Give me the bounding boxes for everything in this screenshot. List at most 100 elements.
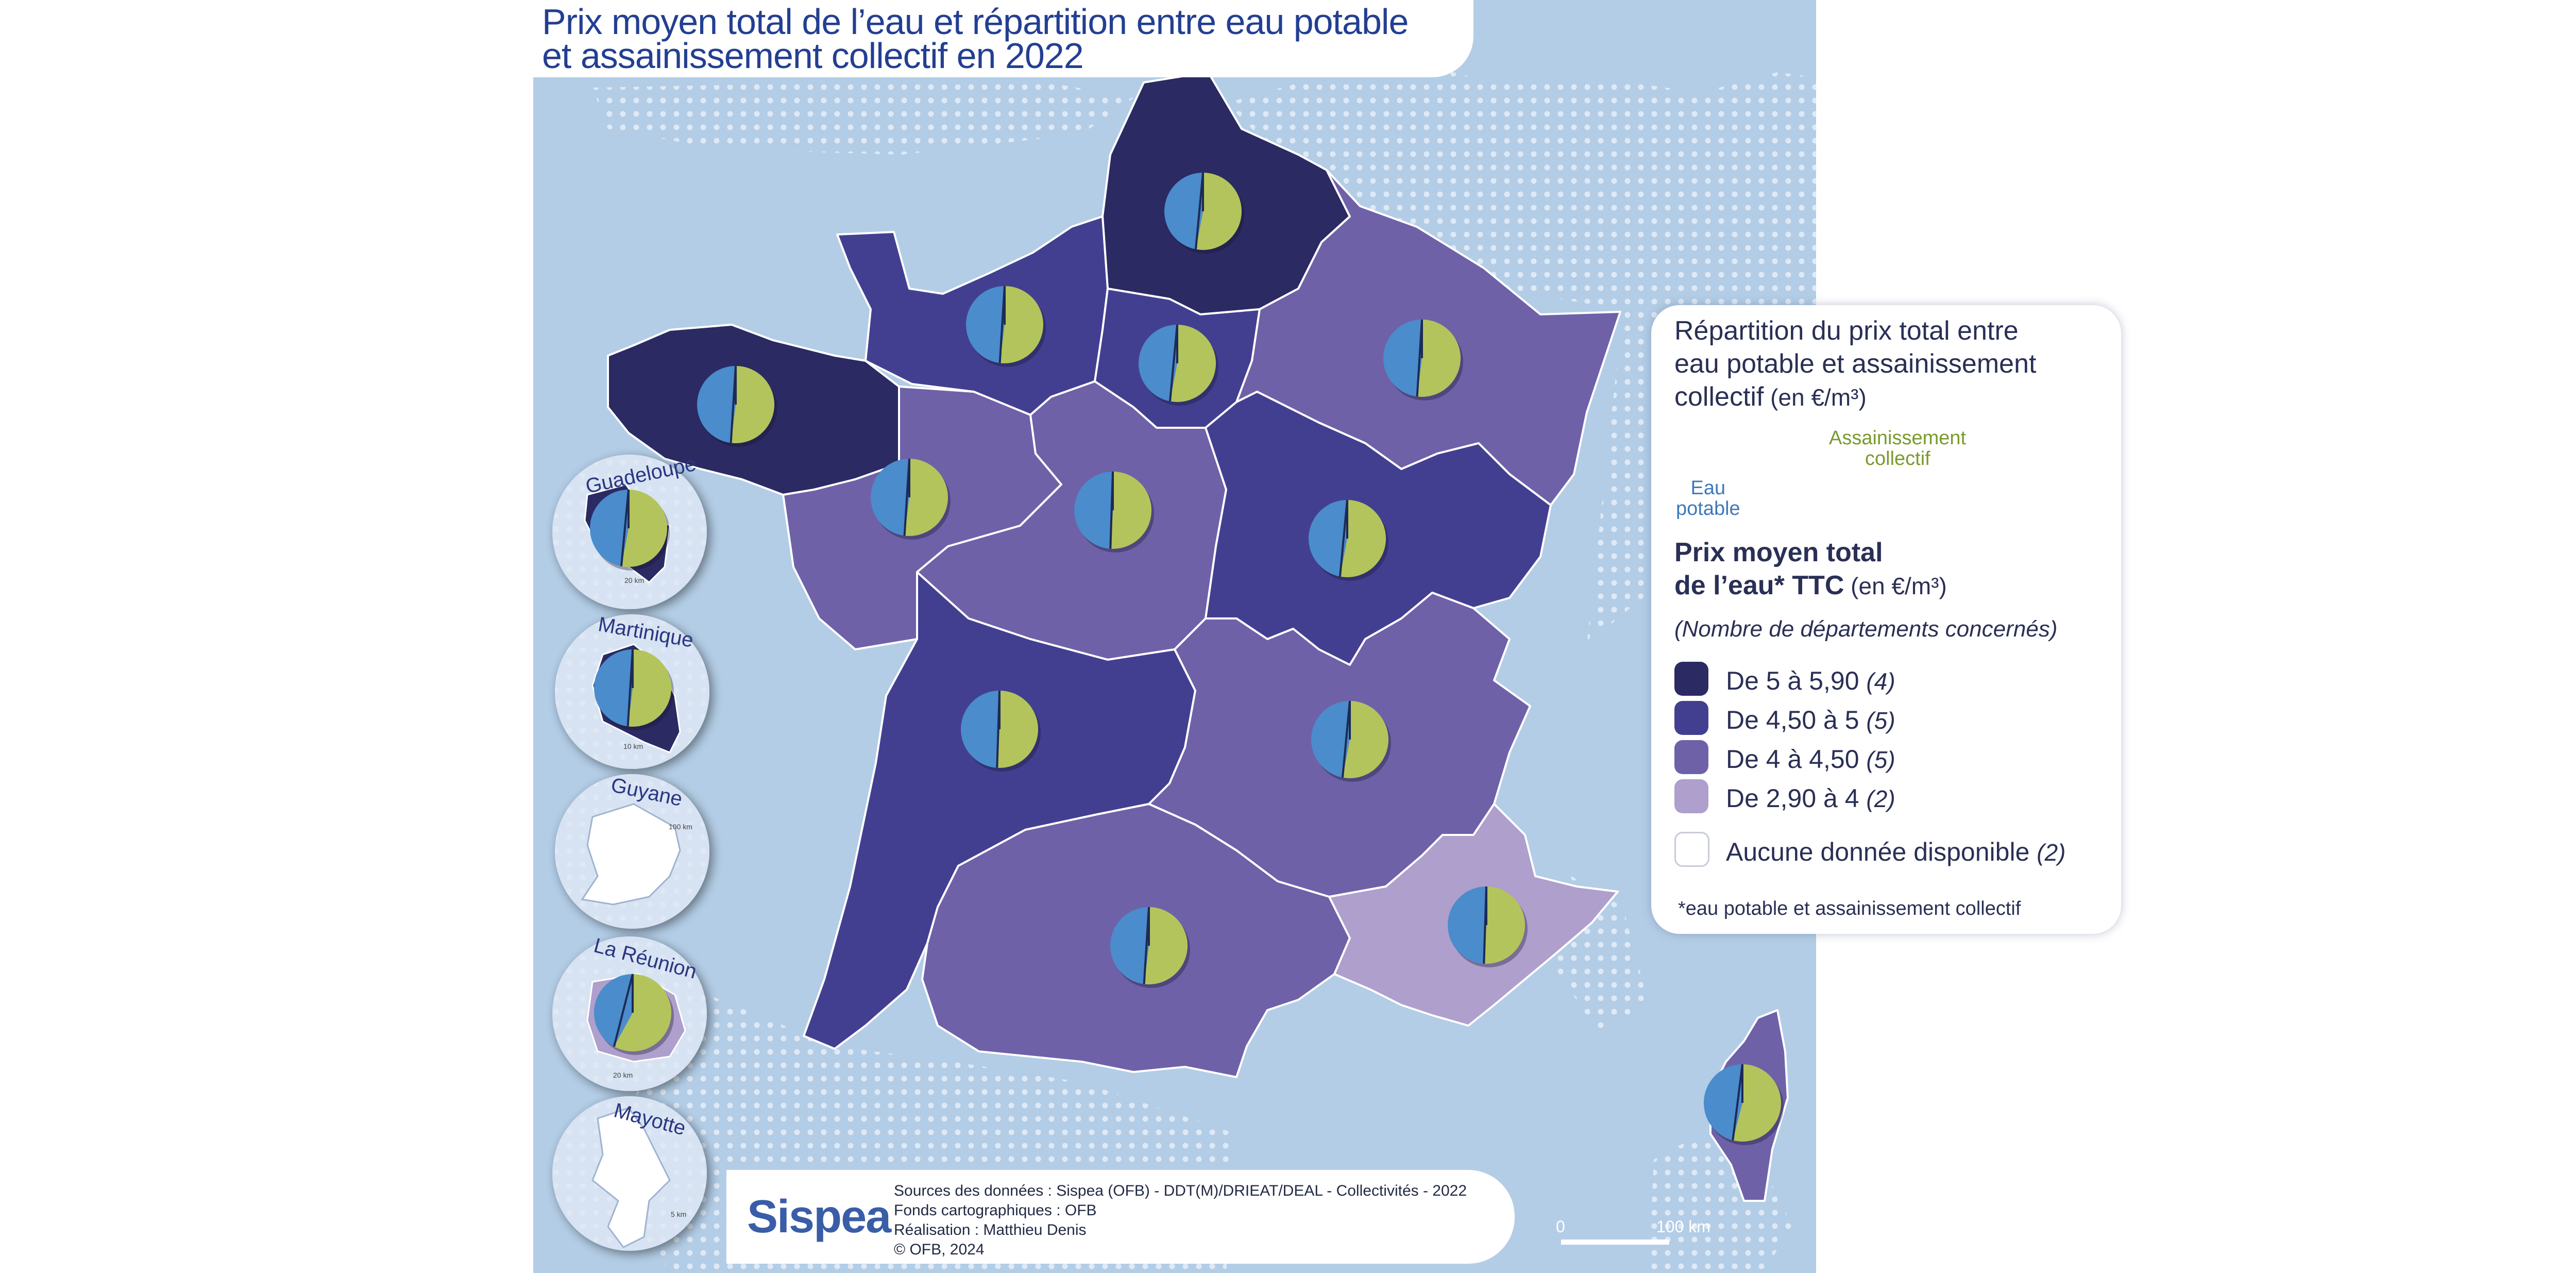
legend-swatch-class2 <box>1674 701 1708 735</box>
legend-prix-title-2-text: de l’eau* TTC <box>1674 571 1844 600</box>
pie-hauts-de-france <box>1164 172 1244 254</box>
legend-repartition-unit: (en €/m³) <box>1764 384 1867 411</box>
pie-7-divider <box>1338 499 1348 577</box>
credits-line-3: Réalisation : Matthieu Denis <box>894 1221 1087 1238</box>
pie-12-eau-potable-slice <box>1703 1064 1742 1141</box>
legend-class4: De 2,90 à 4 (2) <box>1726 783 1895 813</box>
pie-7-assainissement-slice <box>1340 500 1386 577</box>
scale-label: 100 km <box>1656 1217 1710 1236</box>
pie-pays-de-la-loire <box>871 458 951 540</box>
legend-nodata: Aucune donnée disponible (2) <box>1726 837 2066 867</box>
title-line-2: et assainissement collectif en 2022 <box>542 35 1084 76</box>
pie-martinique <box>594 649 674 730</box>
pie-2-divider <box>1168 324 1178 401</box>
pie-occitanie <box>1110 907 1190 988</box>
pie-corse <box>1703 1064 1784 1145</box>
legend-panel: Répartition du prix total entre eau pota… <box>1651 305 2121 934</box>
pie-1-eau-potable-slice <box>965 286 1005 363</box>
legend-swatch-nodata <box>1674 832 1709 867</box>
pie-provence-alpes-c-te-d-azur <box>1447 886 1528 967</box>
legend-class1-range: De 5 à 5,90 <box>1726 666 1867 695</box>
legend-prix-title-1: Prix moyen total <box>1674 538 1883 567</box>
inset-scale-guadeloupe: 20 km <box>624 576 645 584</box>
pie-1-assainissement-slice <box>999 286 1043 363</box>
map-title: Prix moyen total de l’eau et répartition… <box>531 0 1473 77</box>
legend-count-note: (Nombre de départements concernés) <box>1674 616 2058 642</box>
pie-13-eau-potable-slice <box>590 490 629 566</box>
inset-mayotte-land <box>591 1107 671 1248</box>
legend-class4-count: (2) <box>1866 785 1895 812</box>
legend-repartition-title-3-text: collectif <box>1674 382 1764 412</box>
pie-11-eau-potable-slice <box>1447 886 1486 964</box>
pie-8-assainissement-slice <box>997 691 1038 768</box>
pie-guadeloupe <box>590 489 670 571</box>
legend-footnote: *eau potable et assainissement collectif <box>1678 898 2021 919</box>
legend-repartition-title-1: Répartition du prix total entre <box>1674 316 2019 346</box>
legend-repartition-title-3: collectif (en €/m³) <box>1674 381 1867 412</box>
inset-scale-martinique: 10 km <box>623 742 643 750</box>
credits-line-1: Sources des données : Sispea (OFB) - DDT… <box>894 1182 1467 1199</box>
legend-swatch-class3 <box>1674 740 1708 774</box>
pie-5-eau-potable-slice <box>871 459 909 536</box>
pie-6-eau-potable-slice <box>1074 472 1113 549</box>
legend-class1: De 5 à 5,90 (4) <box>1726 666 1895 696</box>
legend-label-assainissement-1: Assainissement <box>1829 427 1967 449</box>
credits-line-4: © OFB, 2024 <box>894 1241 985 1258</box>
legend-class2: De 4,50 à 5 (5) <box>1726 705 1895 735</box>
legend-label-eau-2: potable <box>1676 498 1740 520</box>
pie-13-assainissement-slice <box>621 490 668 567</box>
inset-scale-guyane: 100 km <box>669 823 692 831</box>
inset-scale-reunion: 20 km <box>613 1071 633 1079</box>
pie-2-assainissement-slice <box>1170 325 1216 402</box>
pie-12-divider <box>1732 1064 1743 1141</box>
pie-centre-val-de-loire <box>1074 471 1154 552</box>
pie-14-assainissement-slice <box>628 649 672 727</box>
credits-line-2: Fonds cartographiques : OFB <box>894 1202 1097 1219</box>
pie-16-eau-potable-slice <box>594 974 633 1047</box>
pie-11-assainissement-slice <box>1484 886 1525 964</box>
legend-nodata-count: (2) <box>2037 839 2066 866</box>
pie-0-eau-potable-slice <box>1164 173 1203 249</box>
pie-nouvelle-aquitaine <box>960 690 1041 772</box>
pie-9-divider <box>1341 700 1351 778</box>
legend-prix-unit: (en €/m³) <box>1844 573 1947 599</box>
legend-class4-range: De 2,90 à 4 <box>1726 784 1867 813</box>
inset-guyane-land <box>581 803 681 906</box>
scale-bar <box>1561 1239 1669 1245</box>
legend-class3-count: (5) <box>1866 746 1895 773</box>
pie-layer <box>590 172 1784 1145</box>
legend-class2-count: (5) <box>1866 707 1895 734</box>
credits-box: Sispea Sources des données : Sispea (OFB… <box>726 1170 1515 1264</box>
pie-grand-est <box>1383 319 1463 400</box>
pie-10-assainissement-slice <box>1144 907 1188 984</box>
title-year: en 2022 <box>947 36 1084 76</box>
title-line-2-main: et assainissement collectif <box>542 36 947 76</box>
pie-2-eau-potable-slice <box>1138 325 1177 401</box>
pie-0-divider <box>1194 172 1204 249</box>
pie-8-eau-potable-slice <box>960 691 999 768</box>
legend-repartition-title-2: eau potable et assainissement <box>1674 349 2037 379</box>
legend-label-assainissement: Assainissement collectif <box>1829 428 1966 469</box>
legend-label-assainissement-2: collectif <box>1865 448 1930 470</box>
pie--le-de-france <box>1138 324 1218 406</box>
pie-la-r-union <box>594 974 674 1055</box>
pie-14-eau-potable-slice <box>594 649 633 727</box>
inset-scale-mayotte: 5 km <box>671 1210 687 1218</box>
legend-swatch-class1 <box>1674 662 1708 696</box>
pie-auvergne-rh-ne-alpes <box>1311 700 1391 782</box>
pie-4-eau-potable-slice <box>697 366 736 443</box>
legend-prix-title-2: de l’eau* TTC (en €/m³) <box>1674 570 1947 601</box>
legend-label-eau: Eau potable <box>1676 478 1740 519</box>
legend-class2-range: De 4,50 à 5 <box>1726 706 1867 734</box>
pie-6-assainissement-slice <box>1110 472 1151 549</box>
sispea-logo: Sispea <box>747 1191 891 1243</box>
pie-3-assainissement-slice <box>1417 320 1461 397</box>
pie-normandie <box>965 286 1046 367</box>
pie-9-assainissement-slice <box>1342 701 1389 778</box>
legend-class3: De 4 à 4,50 (5) <box>1726 744 1895 774</box>
pie-bretagne <box>697 365 777 447</box>
pie-16-divider <box>613 974 634 1047</box>
pie-12-assainissement-slice <box>1733 1064 1781 1142</box>
pie-7-eau-potable-slice <box>1308 500 1347 577</box>
